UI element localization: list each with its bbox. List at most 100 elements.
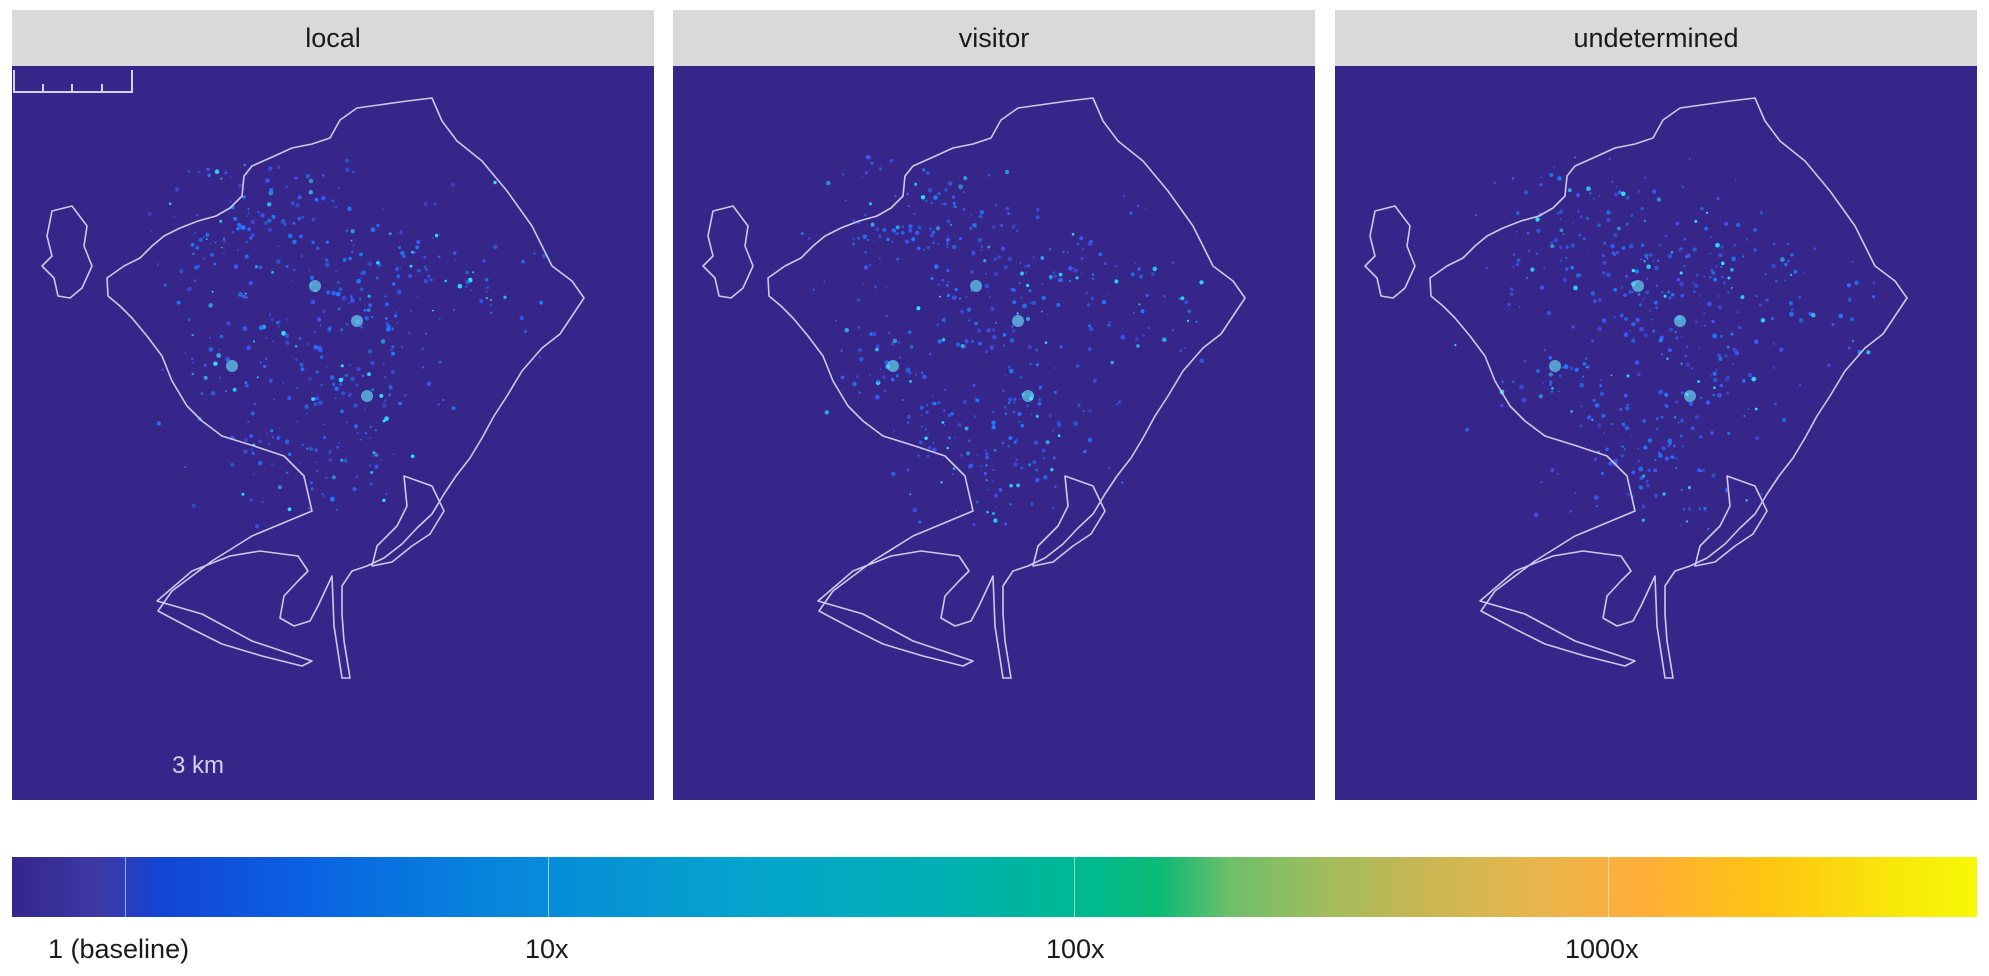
density-speck	[922, 248, 926, 251]
density-speck	[1674, 330, 1677, 334]
density-speck	[379, 393, 384, 398]
density-speck	[1629, 329, 1632, 332]
density-speck	[244, 254, 249, 259]
density-speck	[287, 452, 292, 457]
density-speck	[1038, 385, 1042, 389]
density-speck	[993, 257, 997, 261]
density-speck	[1684, 354, 1688, 357]
density-speck	[384, 492, 388, 496]
density-speck	[992, 480, 995, 483]
density-speck	[1651, 318, 1654, 321]
colorbar-label-baseline: 1 (baseline)	[48, 934, 190, 964]
density-speck	[243, 164, 246, 167]
density-speck	[285, 185, 288, 188]
density-speck	[1774, 402, 1777, 406]
density-speck	[257, 460, 263, 466]
density-speck	[245, 296, 249, 299]
density-speck	[363, 308, 367, 312]
density-speck	[1674, 416, 1677, 419]
density-speck	[1676, 278, 1681, 282]
density-speck	[273, 398, 276, 401]
density-speck	[1786, 259, 1790, 263]
density-speck	[298, 337, 302, 340]
density-speck	[1764, 273, 1767, 276]
density-speck	[254, 524, 260, 529]
density-speck	[1569, 510, 1572, 513]
density-speck	[381, 208, 384, 211]
density-speck	[950, 223, 953, 226]
density-speck	[1098, 253, 1101, 257]
density-speck	[1020, 271, 1024, 276]
density-speck	[1019, 376, 1023, 379]
density-speck	[879, 368, 882, 370]
density-speck	[964, 295, 968, 299]
density-speck	[329, 496, 335, 502]
density-speck	[1048, 413, 1053, 418]
density-speck	[388, 232, 392, 236]
density-speck	[1570, 410, 1573, 413]
density-speck	[1073, 421, 1078, 426]
density-speck	[1647, 438, 1652, 443]
density-speck	[980, 249, 983, 252]
density-speck	[890, 342, 895, 346]
density-speck	[1140, 309, 1145, 314]
density-speck	[856, 298, 861, 302]
density-speck	[383, 376, 387, 379]
density-speck	[963, 176, 968, 181]
density-speck	[402, 254, 406, 258]
density-speck	[1623, 393, 1628, 398]
density-speck	[323, 423, 326, 426]
density-speck	[271, 318, 274, 321]
density-speck	[1574, 367, 1579, 372]
density-speck	[424, 332, 428, 335]
density-speck	[1032, 256, 1035, 259]
density-speck	[1553, 237, 1559, 243]
density-speck	[991, 425, 996, 430]
density-speck	[371, 316, 374, 319]
density-speck	[350, 229, 355, 234]
density-speck	[1799, 384, 1802, 386]
density-speck	[524, 330, 527, 333]
density-speck	[985, 455, 989, 459]
density-speck	[895, 374, 899, 378]
density-speck	[347, 301, 351, 305]
density-speck	[252, 340, 255, 343]
density-speck	[267, 202, 272, 207]
density-speck	[295, 358, 298, 361]
density-speck	[1082, 450, 1086, 454]
density-speck	[1784, 279, 1787, 282]
density-speck	[1643, 176, 1647, 179]
density-speck	[1724, 222, 1729, 226]
density-speck	[987, 245, 991, 249]
density-speck	[1765, 298, 1769, 302]
density-speck	[229, 175, 232, 178]
density-speck	[1720, 334, 1724, 338]
density-speck	[431, 236, 434, 239]
density-speck	[1613, 316, 1616, 319]
density-speck	[892, 429, 895, 433]
density-speck	[1605, 447, 1609, 452]
density-speck	[1670, 455, 1675, 460]
density-speck	[316, 246, 320, 250]
density-speck	[1187, 319, 1190, 322]
density-speck	[1526, 231, 1530, 235]
density-speck	[959, 297, 961, 300]
density-speck	[922, 168, 926, 172]
density-speck	[252, 473, 255, 476]
density-speck	[950, 412, 954, 416]
density-speck	[218, 376, 222, 379]
density-speck	[267, 442, 271, 446]
density-speck	[1147, 326, 1151, 330]
density-speck	[1575, 273, 1580, 278]
density-speck	[1184, 347, 1187, 350]
density-speck	[957, 423, 962, 427]
density-speck	[1661, 291, 1664, 294]
density-speck	[287, 233, 293, 239]
density-speck	[844, 328, 849, 333]
density-speck	[1582, 375, 1585, 378]
density-speck	[979, 210, 985, 215]
density-speck	[1637, 190, 1641, 194]
density-speck	[1521, 397, 1527, 403]
density-speck	[1680, 488, 1683, 491]
density-speck	[1655, 427, 1659, 431]
